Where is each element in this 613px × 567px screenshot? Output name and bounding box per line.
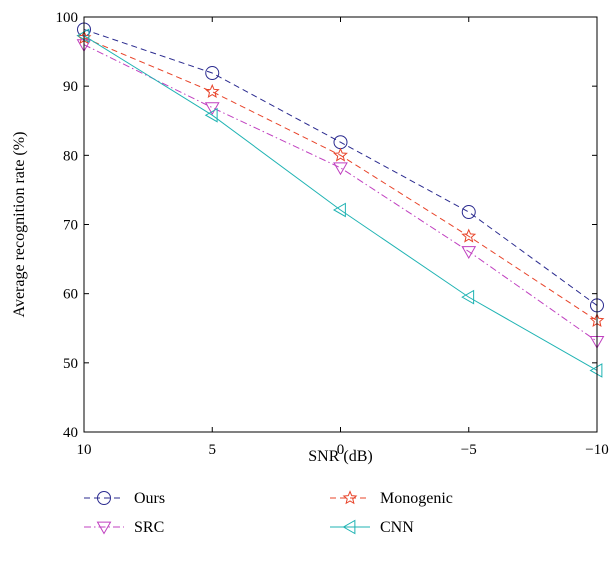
data-point [461, 205, 476, 220]
legend-marker [96, 521, 112, 535]
data-point [332, 202, 346, 218]
x-axis-label: SNR (dB) [308, 448, 372, 465]
series-ours [77, 22, 604, 313]
data-point [204, 107, 218, 123]
series-src [76, 39, 605, 349]
data-point [333, 162, 348, 176]
data-point [204, 83, 220, 99]
series-monogenic [76, 29, 605, 327]
legend-label: Monogenic [380, 490, 453, 507]
legend-marker [342, 519, 356, 535]
y-tick-label: 70 [63, 218, 78, 234]
legend-label: Ours [134, 490, 165, 507]
y-tick-label: 100 [56, 10, 79, 26]
legend-item-ours: Ours [84, 490, 165, 507]
y-tick-label: 50 [63, 356, 78, 372]
legend-item-src: SRC [84, 519, 164, 536]
y-tick-label: 80 [63, 148, 78, 164]
legend-item-monogenic: Monogenic [330, 490, 453, 507]
legend-marker [342, 490, 358, 505]
data-point [333, 147, 348, 162]
plot-frame [83, 16, 598, 433]
legend: Ours Monogenic SRC CNN [84, 490, 453, 536]
data-point [461, 228, 477, 243]
series-cnn [76, 28, 603, 378]
y-axis-label: Average recognition rate (%) [11, 132, 28, 318]
data-point [205, 66, 220, 81]
data-point [76, 28, 90, 44]
x-tick-label: 0 [337, 442, 345, 458]
data-point [461, 289, 475, 305]
series-line [83, 35, 598, 371]
y-tick-label: 60 [63, 287, 78, 303]
x-tick-label: 10 [77, 442, 92, 458]
x-tick-label: 5 [209, 442, 217, 458]
y-tick-label: 40 [63, 425, 78, 441]
legend-item-cnn: CNN [330, 519, 414, 536]
legend-marker [97, 491, 111, 505]
series-layer [76, 22, 605, 378]
x-tick-label: −5 [461, 442, 477, 458]
legend-label: SRC [134, 519, 164, 536]
x-tick-label: −10 [585, 442, 608, 458]
series-line [83, 28, 598, 306]
data-point [204, 102, 220, 116]
legend-label: CNN [380, 519, 414, 536]
data-point [461, 246, 477, 259]
series-line [83, 44, 598, 342]
series-line [83, 37, 598, 322]
data-point [589, 363, 603, 378]
y-tick-label: 90 [63, 79, 78, 95]
